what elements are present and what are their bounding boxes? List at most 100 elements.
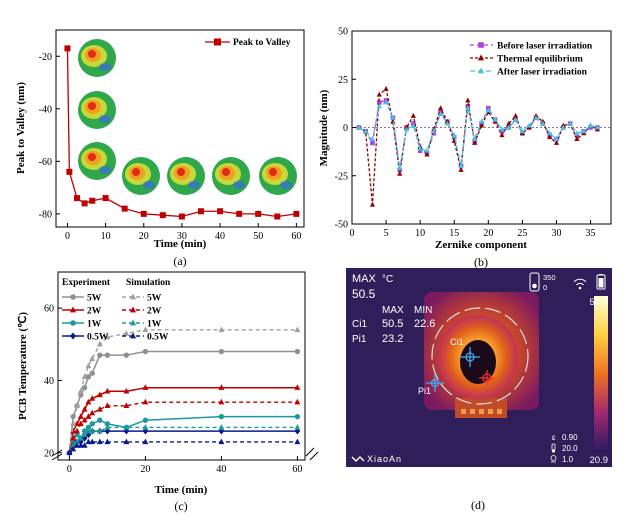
data-point-after-laser-irradiation (540, 120, 546, 126)
data-point-experiment-2w (96, 391, 103, 398)
ci1-min-crosshair (479, 370, 495, 386)
x-tick-label: 20 (483, 228, 493, 239)
data-point-simulation-0p5w (89, 438, 96, 445)
series-line-peak-to-valley (66, 48, 297, 218)
data-point-simulation-1w (96, 427, 103, 434)
y-tick-label: -25 (335, 171, 348, 182)
data-point-thermal-equilibrium (458, 167, 464, 172)
panel-d-thermal-image: Ci1 Pi1 MAX °C 50.5 MAX MIN Ci1 50.5 22.… (346, 268, 612, 512)
x-tick-label: 60 (291, 231, 301, 242)
data-point-after-laser-irradiation (431, 128, 437, 134)
data-point-simulation-2w (77, 420, 84, 427)
x-tick-label: 30 (551, 228, 561, 239)
surface-map-inset (122, 157, 160, 195)
data-point-peak-to-valley (255, 210, 262, 217)
data-point-peak-to-valley (140, 210, 147, 217)
y-tick-label: -20 (39, 52, 52, 63)
data-point-after-laser-irradiation (438, 111, 444, 116)
panel-a-ylabel: Peak to Valley (nm) (15, 82, 27, 174)
data-point-after-laser-irradiation (451, 132, 457, 138)
thermal-unit: °C (382, 274, 393, 285)
legend-marker-before-laser-irradiation (478, 42, 484, 48)
data-point-simulation-5w (77, 387, 84, 394)
x-tick-label: 20 (140, 464, 150, 475)
data-point-simulation-0p5w (104, 438, 111, 445)
data-point-simulation-2w (218, 398, 225, 405)
data-point-simulation-1w (123, 424, 130, 430)
data-point-experiment-2w (74, 420, 80, 427)
data-point-after-laser-irradiation (444, 120, 450, 126)
series-line-after-laser-irradiation (358, 101, 598, 169)
panel-b-legend: Before laser irradiation Thermal equilibr… (470, 42, 593, 78)
data-point-simulation-0p5w (96, 438, 103, 445)
data-point-simulation-5w (89, 355, 96, 362)
y-tick-label: 0 (343, 123, 348, 134)
data-point-after-laser-irradiation (410, 122, 416, 128)
data-point-after-laser-irradiation (465, 105, 471, 111)
data-point-experiment-1w (89, 421, 95, 427)
data-point-simulation-0p5w (294, 438, 301, 445)
panel-c-caption: (c) (174, 499, 187, 513)
data-point-experiment-1w (218, 413, 225, 420)
series-line-experiment-2w (68, 386, 298, 453)
data-point-peak-to-valley (159, 212, 166, 219)
thermal-table-pi1-label: Pi1 (352, 334, 367, 345)
data-point-simulation-2w (70, 434, 77, 441)
data-point-after-laser-irradiation (383, 99, 389, 105)
x-tick-label: 0 (67, 464, 72, 475)
data-point-simulation-0p5w (70, 445, 77, 452)
legend-marker-experiment-1w (70, 320, 76, 326)
thermal-range-bottom: 0 (543, 283, 547, 292)
data-point-peak-to-valley (197, 208, 204, 215)
data-point-simulation-1w (77, 434, 84, 441)
y-tick-label: 60 (44, 304, 54, 315)
panel-c-frame (57, 271, 306, 461)
data-point-simulation-0p5w (74, 442, 80, 448)
data-point-simulation-2w (104, 402, 111, 409)
legend-header-experiment: Experiment (62, 278, 111, 288)
data-point-simulation-2w (294, 398, 301, 405)
battery-icon (596, 274, 606, 290)
data-point-experiment-2w (142, 384, 149, 390)
data-point-thermal-equilibrium (410, 112, 416, 118)
data-point-after-laser-irradiation (513, 116, 519, 122)
thermal-table-ci1-label: Ci1 (352, 319, 367, 330)
data-point-simulation-2w (89, 409, 96, 416)
data-point-peak-to-valley (178, 213, 185, 220)
data-point-after-laser-irradiation (472, 136, 478, 141)
ci1-measurement-circle[interactable] (431, 307, 529, 405)
surface-map-inset (78, 39, 116, 77)
data-point-after-laser-irradiation (424, 147, 430, 153)
legend-marker-simulation-1w (129, 319, 137, 326)
reflected-temp-icon (551, 443, 556, 453)
data-point-experiment-5w (89, 370, 95, 376)
legend-label-simulation-2w: 2W (147, 307, 162, 317)
legend-marker-experiment-5w (70, 294, 76, 300)
data-point-after-laser-irradiation (363, 128, 369, 134)
data-point-thermal-equilibrium (553, 139, 560, 145)
y-tick-label: 40 (44, 376, 54, 387)
data-point-after-laser-irradiation (553, 136, 560, 141)
pi1-point-crosshair[interactable] (426, 374, 444, 392)
data-point-peak-to-valley (89, 197, 96, 204)
data-point-peak-to-valley (236, 210, 243, 217)
data-point-peak-to-valley (121, 205, 128, 212)
data-point-after-laser-irradiation (519, 128, 525, 134)
panel-c-xlabel: Time (min) (155, 484, 208, 496)
y-tick-label: -80 (39, 209, 52, 220)
legend-label-simulation-5w: 5W (147, 294, 162, 304)
data-point-experiment-2w (218, 384, 225, 390)
data-point-after-laser-irradiation (369, 136, 376, 141)
thermal-range-top: 350 (543, 273, 556, 282)
thermal-table-ci1-min: 22.6 (414, 318, 435, 330)
x-tick-label: 35 (586, 228, 596, 239)
ci1-max-crosshair (460, 347, 480, 367)
data-point-experiment-2w (89, 395, 96, 401)
data-point-after-laser-irradiation (492, 116, 498, 122)
data-point-experiment-5w (104, 352, 111, 358)
data-point-simulation-1w (85, 427, 92, 434)
data-point-thermal-equilibrium (383, 85, 389, 91)
y-tick-label: 20 (44, 448, 54, 459)
data-point-simulation-2w (85, 413, 92, 419)
data-point-simulation-5w (104, 333, 111, 340)
